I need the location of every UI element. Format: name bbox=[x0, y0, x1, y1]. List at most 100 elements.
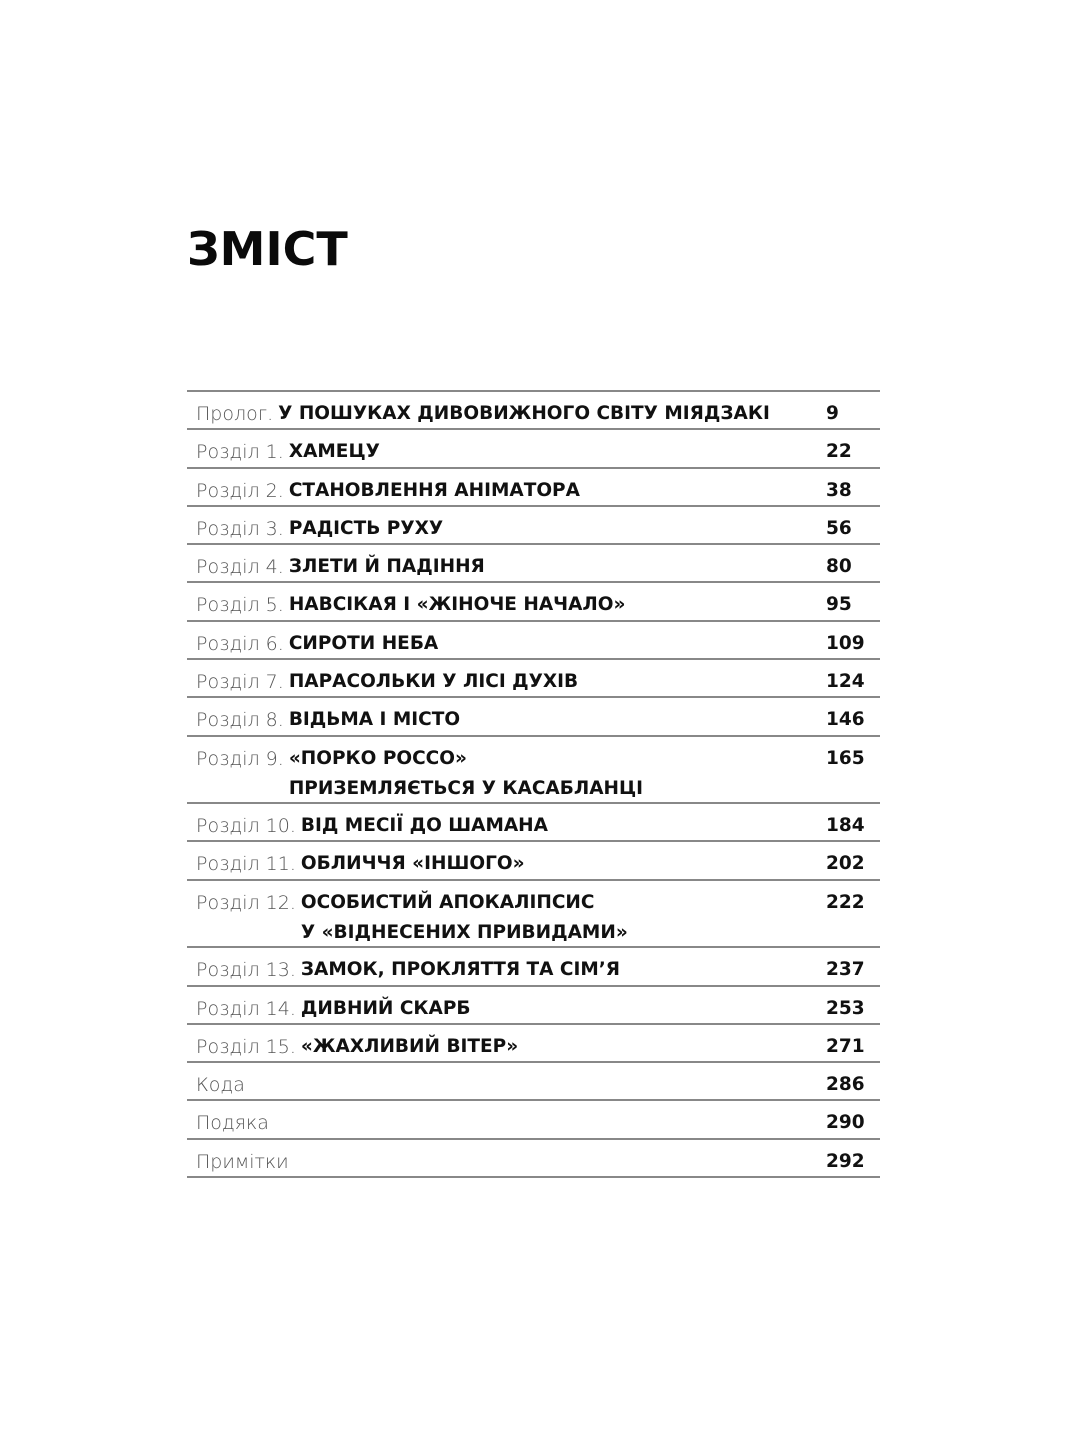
page-number: 237 bbox=[826, 959, 865, 981]
chapter-title-line: «ЖАХЛИВИЙ ВІТЕР» bbox=[300, 1035, 519, 1057]
toc-entry-text: Розділ 8. ВІДЬМА І МІСТО bbox=[187, 705, 826, 735]
page-number: 222 bbox=[826, 891, 865, 913]
page-number: 56 bbox=[826, 517, 852, 539]
chapter-title-line: ЗАМОК, ПРОКЛЯТТЯ ТА СІМ’Я bbox=[300, 959, 621, 981]
page-number: 271 bbox=[826, 1035, 865, 1057]
toc-entry-text: Розділ 5. НАВСІКАЯ І «ЖІНОЧЕ НАЧАЛО» bbox=[187, 590, 826, 620]
page-number: 95 bbox=[826, 594, 852, 616]
toc-entry[interactable]: Розділ 14. ДИВНИЙ СКАРБ 253 bbox=[187, 987, 880, 1025]
chapter-title: «ПОРКО РОССО» ПРИЗЕМЛЯЄТЬСЯ У КАСАБЛАНЦІ bbox=[289, 744, 643, 804]
toc-entry[interactable]: Розділ 11. ОБЛИЧЧЯ «ІНШОГО» 202 bbox=[187, 842, 880, 881]
page-number: 253 bbox=[826, 997, 865, 1019]
toc-entry[interactable]: Пролог. У ПОШУКАХ ДИВОВИЖНОГО СВІТУ МІЯДЗ… bbox=[187, 392, 880, 431]
chapter-label: Розділ 5. bbox=[196, 594, 284, 617]
toc-entry-text: Розділ 14. ДИВНИЙ СКАРБ bbox=[187, 994, 826, 1024]
toc-entry-text: Подяка bbox=[187, 1108, 826, 1138]
page-number: 184 bbox=[826, 815, 865, 837]
chapter-title: НАВСІКАЯ І «ЖІНОЧЕ НАЧАЛО» bbox=[289, 590, 626, 620]
toc-entry[interactable]: Розділ 4. ЗЛЕТИ Й ПАДІННЯ 80 bbox=[187, 545, 880, 584]
chapter-title: ЗЛЕТИ Й ПАДІННЯ bbox=[289, 552, 485, 582]
chapter-label: Розділ 14. bbox=[196, 997, 296, 1020]
toc-entry-text: Розділ 6. СИРОТИ НЕБА bbox=[187, 629, 826, 659]
chapter-label: Розділ 6. bbox=[196, 632, 284, 655]
toc-entry-text: Пролог. У ПОШУКАХ ДИВОВИЖНОГО СВІТУ МІЯДЗ… bbox=[187, 399, 826, 429]
toc-entry-text: Розділ 1. ХАМЕЦУ bbox=[187, 437, 826, 467]
page-number: 165 bbox=[826, 747, 865, 769]
chapter-label: Розділ 13. bbox=[196, 959, 296, 982]
toc-entry[interactable]: Розділ 7. ПАРАСОЛЬКИ У ЛІСІ ДУХІВ 124 bbox=[187, 660, 880, 699]
chapter-title-line: У «ВІДНЕСЕНИХ ПРИВИДАМИ» bbox=[300, 921, 628, 943]
toc-entry-text: Кода bbox=[187, 1070, 826, 1100]
chapter-title-line: ЗЛЕТИ Й ПАДІННЯ bbox=[288, 556, 485, 578]
toc-entry-text: Розділ 13. ЗАМОК, ПРОКЛЯТТЯ ТА СІМ’Я bbox=[187, 955, 826, 985]
chapter-title-line: ХАМЕЦУ bbox=[288, 441, 380, 463]
toc-entry-text: Розділ 2. СТАНОВЛЕННЯ АНІМАТОРА bbox=[187, 476, 826, 506]
chapter-title: СИРОТИ НЕБА bbox=[289, 629, 438, 659]
toc-entry[interactable]: Розділ 10. ВІД МЕСІЇ ДО ШАМАНА 184 bbox=[187, 804, 880, 843]
chapter-title-line: ВІД МЕСІЇ ДО ШАМАНА bbox=[300, 815, 548, 837]
chapter-title-line: ОСОБИСТИЙ АПОКАЛІПСИС bbox=[300, 891, 595, 913]
chapter-label: Подяка bbox=[196, 1112, 269, 1135]
toc-entry[interactable]: Розділ 8. ВІДЬМА І МІСТО 146 bbox=[187, 698, 880, 737]
toc-entry[interactable]: Кода 286 bbox=[187, 1063, 880, 1102]
chapter-label: Розділ 3. bbox=[196, 517, 284, 540]
toc-entry-text: Розділ 7. ПАРАСОЛЬКИ У ЛІСІ ДУХІВ bbox=[187, 667, 826, 697]
chapter-label: Розділ 15. bbox=[196, 1035, 296, 1058]
toc-entry[interactable]: Розділ 12. ОСОБИСТИЙ АПОКАЛІПСИС У «ВІДНЕС… bbox=[187, 881, 880, 949]
chapter-title-line: ПАРАСОЛЬКИ У ЛІСІ ДУХІВ bbox=[288, 671, 579, 693]
toc-entry[interactable]: Розділ 1. ХАМЕЦУ 22 bbox=[187, 430, 880, 469]
toc-entry-text: Розділ 3. РАДІСТЬ РУХУ bbox=[187, 514, 826, 544]
chapter-label: Розділ 9. bbox=[196, 747, 284, 770]
chapter-label: Примітки bbox=[196, 1150, 289, 1173]
chapter-title: ОБЛИЧЧЯ «ІНШОГО» bbox=[301, 849, 525, 879]
chapter-label: Кода bbox=[196, 1074, 245, 1097]
chapter-title: СТАНОВЛЕННЯ АНІМАТОРА bbox=[289, 476, 580, 506]
chapter-label: Розділ 4. bbox=[196, 556, 284, 579]
chapter-label: Розділ 2. bbox=[196, 479, 284, 502]
toc-entry[interactable]: Розділ 3. РАДІСТЬ РУХУ 56 bbox=[187, 507, 880, 546]
toc-entry[interactable]: Розділ 13. ЗАМОК, ПРОКЛЯТТЯ ТА СІМ’Я 237 bbox=[187, 948, 880, 987]
chapter-label: Розділ 7. bbox=[196, 671, 284, 694]
toc-entry[interactable]: Розділ 15. «ЖАХЛИВИЙ ВІТЕР» 271 bbox=[187, 1025, 880, 1064]
page-number: 38 bbox=[826, 479, 852, 501]
toc-entry[interactable]: Подяка 290 bbox=[187, 1101, 880, 1140]
chapter-title: РАДІСТЬ РУХУ bbox=[289, 514, 443, 544]
toc-entry-text: Розділ 4. ЗЛЕТИ Й ПАДІННЯ bbox=[187, 552, 826, 582]
page-title: ЗМІСТ bbox=[187, 222, 348, 276]
toc-entry-text: Розділ 15. «ЖАХЛИВИЙ ВІТЕР» bbox=[187, 1032, 826, 1062]
chapter-title: «ЖАХЛИВИЙ ВІТЕР» bbox=[301, 1032, 518, 1062]
page-number: 202 bbox=[826, 853, 865, 875]
chapter-title-line: ДИВНИЙ СКАРБ bbox=[300, 997, 471, 1019]
toc-entry[interactable]: Розділ 9. «ПОРКО РОССО» ПРИЗЕМЛЯЄТЬСЯ У КА… bbox=[187, 737, 880, 805]
chapter-title: ДИВНИЙ СКАРБ bbox=[301, 994, 471, 1024]
toc-entry-text: Розділ 10. ВІД МЕСІЇ ДО ШАМАНА bbox=[187, 811, 826, 841]
chapter-label: Розділ 8. bbox=[196, 709, 284, 732]
toc-entry[interactable]: Розділ 6. СИРОТИ НЕБА 109 bbox=[187, 622, 880, 661]
toc-entry-text: Примітки bbox=[187, 1147, 826, 1177]
toc-entry[interactable]: Розділ 5. НАВСІКАЯ І «ЖІНОЧЕ НАЧАЛО» 95 bbox=[187, 583, 880, 622]
chapter-title: ОСОБИСТИЙ АПОКАЛІПСИС У «ВІДНЕСЕНИХ ПРИВИ… bbox=[301, 888, 628, 948]
page-number: 290 bbox=[826, 1112, 865, 1134]
chapter-title: ХАМЕЦУ bbox=[289, 437, 380, 467]
page-number: 124 bbox=[826, 671, 865, 693]
chapter-title-line: ОБЛИЧЧЯ «ІНШОГО» bbox=[300, 853, 525, 875]
chapter-label: Розділ 10. bbox=[196, 815, 296, 838]
chapter-title: ВІДЬМА І МІСТО bbox=[289, 705, 460, 735]
chapter-title: ПАРАСОЛЬКИ У ЛІСІ ДУХІВ bbox=[289, 667, 578, 697]
page-number: 286 bbox=[826, 1074, 865, 1096]
chapter-title-line: У ПОШУКАХ ДИВОВИЖНОГО СВІТУ МІЯДЗАКІ bbox=[278, 403, 770, 424]
toc-entry-text: Розділ 9. «ПОРКО РОССО» ПРИЗЕМЛЯЄТЬСЯ У КА… bbox=[187, 744, 826, 804]
chapter-title: ЗАМОК, ПРОКЛЯТТЯ ТА СІМ’Я bbox=[301, 955, 620, 985]
chapter-label: Розділ 1. bbox=[196, 441, 284, 464]
chapter-title-line: ВІДЬМА І МІСТО bbox=[288, 709, 461, 731]
toc-entry[interactable]: Розділ 2. СТАНОВЛЕННЯ АНІМАТОРА 38 bbox=[187, 469, 880, 507]
page-number: 9 bbox=[826, 403, 839, 424]
chapter-label: Розділ 12. bbox=[196, 891, 296, 914]
chapter-title: ВІД МЕСІЇ ДО ШАМАНА bbox=[301, 811, 548, 841]
page-number: 109 bbox=[826, 632, 865, 654]
chapter-title-line: РАДІСТЬ РУХУ bbox=[288, 517, 444, 539]
toc-entry-text: Розділ 11. ОБЛИЧЧЯ «ІНШОГО» bbox=[187, 849, 826, 879]
toc-entry[interactable]: Примітки 292 bbox=[187, 1140, 880, 1179]
page-number: 146 bbox=[826, 709, 865, 731]
chapter-title-line: «ПОРКО РОССО» bbox=[288, 747, 467, 769]
